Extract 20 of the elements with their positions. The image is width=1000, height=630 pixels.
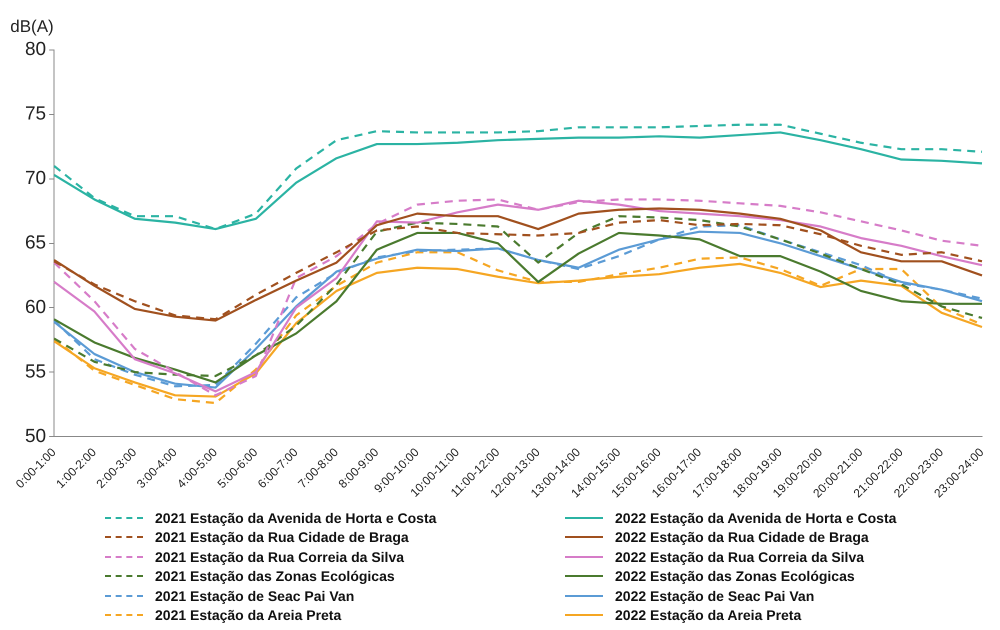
legend-label: 2022 Estação da Rua Cidade de Braga <box>615 529 869 546</box>
y-tick-label: 80 <box>24 39 46 60</box>
legend-label: 2022 Estação da Rua Correia da Silva <box>615 548 864 565</box>
legend-label: 2021 Estação da Rua Correia da Silva <box>155 548 404 565</box>
legend-label: 2021 Estação da Rua Cidade de Braga <box>155 529 409 546</box>
legend-label: 2021 Estação das Zonas Ecológicas <box>155 568 395 584</box>
y-tick-label: 65 <box>24 232 46 254</box>
legend-label: 2022 Estação da Areia Preta <box>615 607 802 624</box>
legend-label: 2022 Estação das Zonas Ecológicas <box>615 568 855 584</box>
y-axis-title: dB(A) <box>10 17 54 36</box>
y-tick-label: 75 <box>24 104 46 125</box>
legend-label: 2021 Estação da Areia Preta <box>155 607 342 624</box>
legend-label: 2021 Estação de Seac Pai Van <box>155 588 354 604</box>
y-tick-label: 55 <box>24 361 46 382</box>
y-tick-label: 70 <box>24 168 46 190</box>
y-tick-label: 50 <box>24 426 46 447</box>
legend-label: 2022 Estação da Avenida de Horta e Costa <box>615 510 896 526</box>
legend-label: 2021 Estação da Avenida de Horta e Costa <box>155 510 436 526</box>
y-tick-label: 60 <box>24 296 46 318</box>
legend-label: 2022 Estação de Seac Pai Van <box>615 588 814 604</box>
